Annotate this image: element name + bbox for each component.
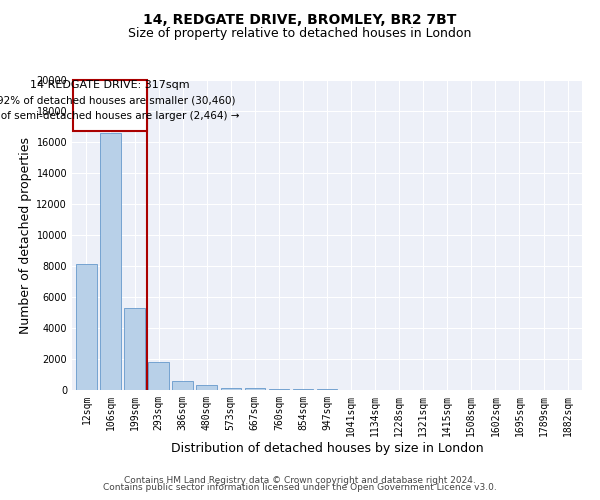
Bar: [172, 380, 193, 390]
X-axis label: Distribution of detached houses by size in London: Distribution of detached houses by size …: [170, 442, 484, 454]
FancyBboxPatch shape: [73, 80, 146, 131]
Bar: [245, 388, 265, 390]
Bar: [293, 389, 313, 390]
Text: Contains public sector information licensed under the Open Government Licence v3: Contains public sector information licen…: [103, 484, 497, 492]
Text: 7% of semi-detached houses are larger (2,464) →: 7% of semi-detached houses are larger (2…: [0, 110, 239, 120]
Bar: [148, 362, 169, 390]
Text: 14 REDGATE DRIVE: 317sqm: 14 REDGATE DRIVE: 317sqm: [30, 80, 190, 90]
Y-axis label: Number of detached properties: Number of detached properties: [19, 136, 32, 334]
Bar: [124, 308, 145, 390]
Bar: [221, 388, 241, 390]
Bar: [76, 264, 97, 390]
Text: Size of property relative to detached houses in London: Size of property relative to detached ho…: [128, 28, 472, 40]
Text: Contains HM Land Registry data © Crown copyright and database right 2024.: Contains HM Land Registry data © Crown c…: [124, 476, 476, 485]
Text: ← 92% of detached houses are smaller (30,460): ← 92% of detached houses are smaller (30…: [0, 95, 235, 105]
Bar: [100, 132, 121, 390]
Bar: [196, 386, 217, 390]
Bar: [269, 389, 289, 390]
Text: 14, REDGATE DRIVE, BROMLEY, BR2 7BT: 14, REDGATE DRIVE, BROMLEY, BR2 7BT: [143, 12, 457, 26]
